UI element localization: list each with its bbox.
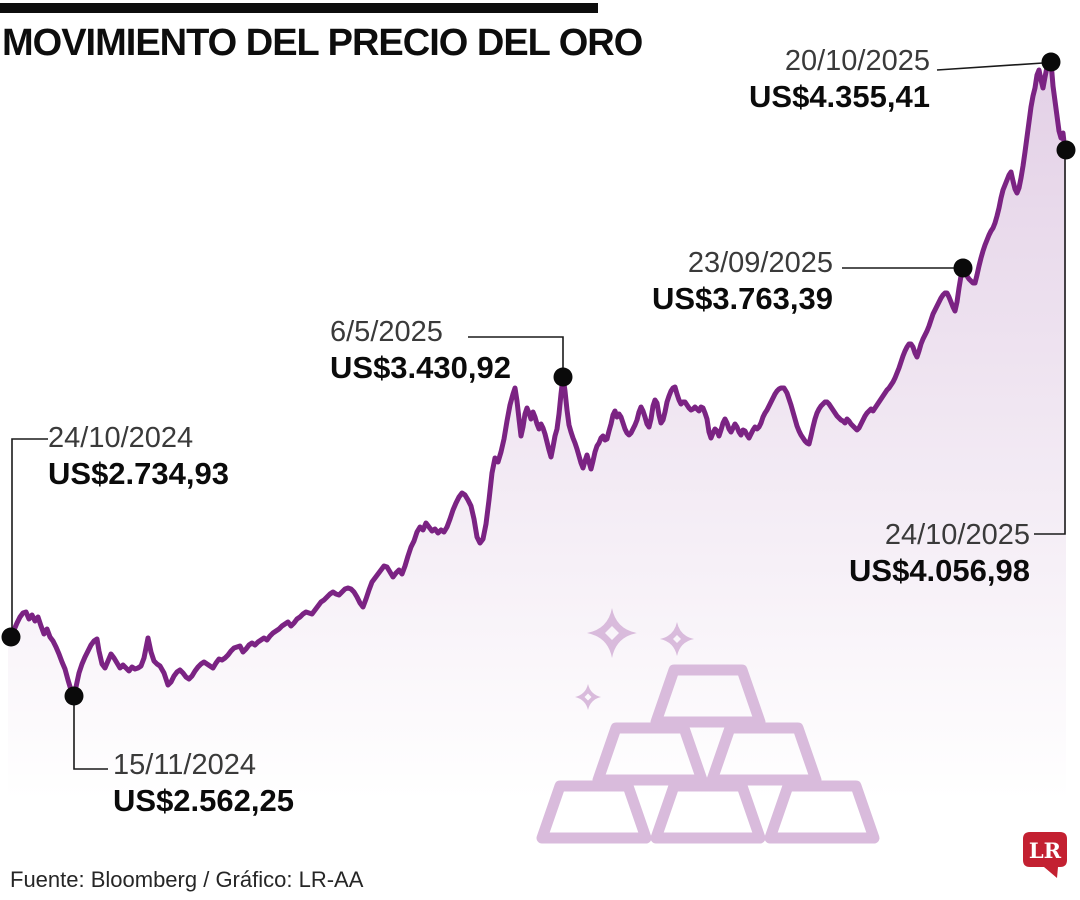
data-point-dot bbox=[64, 686, 84, 706]
price-line bbox=[5, 59, 1069, 699]
annotation-date: 24/10/2024 bbox=[48, 422, 194, 454]
annotation-connector-line bbox=[73, 704, 108, 770]
annotation-connectors bbox=[11, 62, 1066, 770]
sparkle-icon-medium bbox=[660, 622, 694, 656]
annotation-date: 6/5/2025 bbox=[330, 316, 443, 348]
annotation-value: US$4.355,41 bbox=[749, 78, 930, 114]
annotation-date: 23/09/2025 bbox=[687, 247, 833, 279]
top-accent-bar bbox=[0, 3, 598, 13]
annotation-date: 15/11/2024 bbox=[113, 749, 256, 781]
data-point-dot bbox=[1041, 52, 1061, 72]
data-point-dot bbox=[1056, 140, 1076, 160]
sparkle-icon-small bbox=[575, 684, 601, 710]
lr-logo-text: LR bbox=[1029, 838, 1062, 863]
annotation-connector-line bbox=[936, 62, 1044, 71]
annotation-value: US$3.430,92 bbox=[330, 349, 511, 385]
sparkle-icon-large bbox=[587, 608, 637, 658]
data-point-dot bbox=[553, 367, 573, 387]
annotation-date: 24/10/2025 bbox=[884, 519, 1030, 551]
annotation-dots bbox=[1, 52, 1076, 706]
annotation-connector-line bbox=[1034, 159, 1066, 535]
price-area-fill bbox=[8, 62, 1066, 880]
annotation-connector-line bbox=[11, 438, 48, 630]
annotation-value: US$2.734,93 bbox=[48, 455, 229, 491]
annotation-connector-line bbox=[468, 336, 564, 368]
lr-logo: LR bbox=[1023, 832, 1067, 878]
annotation-value: US$4.056,98 bbox=[849, 552, 1030, 588]
annotation-value: US$2.562,25 bbox=[113, 782, 294, 818]
data-point-dot bbox=[953, 258, 973, 278]
annotation-value: US$3.763,39 bbox=[652, 280, 833, 316]
annotation-24-10-2025: 24/10/2025 US$4.056,98 bbox=[849, 519, 1030, 588]
annotation-15-11-2024: 15/11/2024 US$2.562,25 bbox=[113, 749, 294, 818]
source-caption: Fuente: Bloomberg / Gráfico: LR-AA bbox=[10, 867, 364, 892]
annotation-24-10-2024: 24/10/2024 US$2.734,93 bbox=[48, 422, 229, 491]
annotation-23-09-2025: 23/09/2025 US$3.763,39 bbox=[652, 247, 833, 316]
page-title: MOVIMIENTO DEL PRECIO DEL ORO bbox=[2, 22, 643, 64]
annotation-20-10-2025: 20/10/2025 US$4.355,41 bbox=[749, 45, 930, 114]
lr-logo-bubble bbox=[1023, 832, 1067, 878]
gold-bars-icon bbox=[536, 664, 880, 844]
data-point-dot bbox=[1, 627, 21, 647]
annotation-6-5-2025: 6/5/2025 US$3.430,92 bbox=[330, 316, 511, 385]
annotation-date: 20/10/2025 bbox=[784, 45, 930, 77]
